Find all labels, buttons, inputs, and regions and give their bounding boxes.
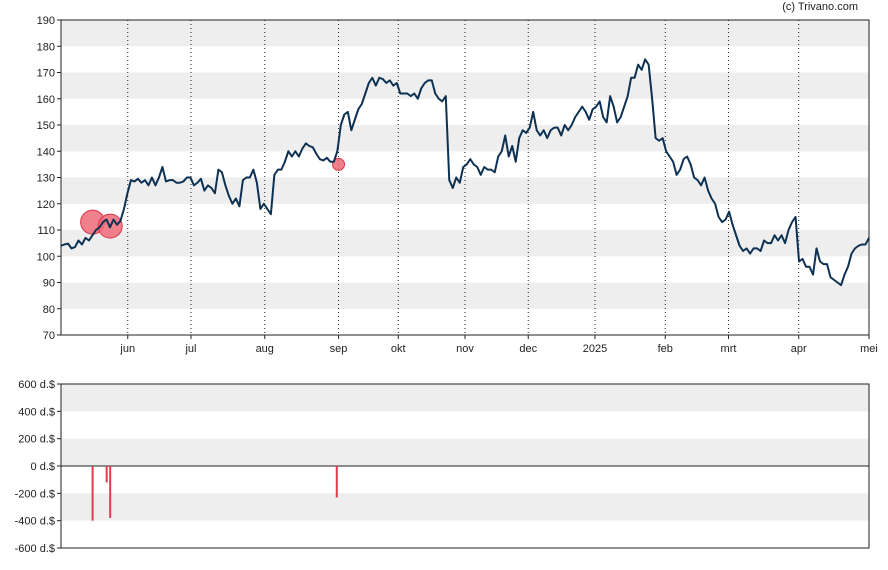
price-line xyxy=(60,58,870,287)
volume-chart-y-ticks: 600 d.$ 400 d.$ 200 d.$ 0 d.$ -200 d.$ -400 d… xyxy=(15,379,61,555)
main-chart-x-ticks: jun jul aug sep okt nov dec 2025 feb mrt apr mei xyxy=(119,335,878,355)
x-tick-label: mrt xyxy=(721,343,737,355)
volume-chart-bands xyxy=(61,384,869,521)
x-tick-label: dec xyxy=(519,343,537,355)
y-tick-label: 190 xyxy=(37,15,55,27)
main-chart-price-line xyxy=(60,58,870,287)
x-tick-label: jul xyxy=(184,343,196,355)
x-tick-label: mei xyxy=(860,343,878,355)
volume-y-tick-label: 0 d.$ xyxy=(31,461,55,473)
volume-y-tick-label: 400 d.$ xyxy=(18,406,55,418)
y-tick-label: 140 xyxy=(37,146,55,158)
y-tick-label: 160 xyxy=(37,94,55,106)
x-tick-label: apr xyxy=(791,343,807,355)
main-chart-y-ticks: 70 80 90 100 110 120 130 140 150 160 170 180 190 xyxy=(37,15,61,342)
volume-band xyxy=(61,438,869,466)
y-tick-label: 70 xyxy=(43,330,55,342)
y-tick-label: 90 xyxy=(43,278,55,290)
x-tick-label: aug xyxy=(256,343,274,355)
volume-y-tick-label: 600 d.$ xyxy=(18,379,55,391)
x-tick-label: 2025 xyxy=(583,343,607,355)
volume-chart-bars xyxy=(91,466,338,521)
y-tick-label: 80 xyxy=(43,304,55,316)
y-tick-label: 120 xyxy=(37,199,55,211)
x-tick-label: jun xyxy=(119,343,135,355)
volume-y-tick-label: -600 d.$ xyxy=(15,543,55,555)
y-tick-label: 100 xyxy=(37,251,55,263)
credit-text: (c) Trivano.com xyxy=(782,1,858,13)
x-tick-label: feb xyxy=(658,343,673,355)
y-tick-label: 150 xyxy=(37,120,55,132)
x-tick-label: nov xyxy=(456,343,474,355)
x-tick-label: sep xyxy=(330,343,348,355)
y-tick-label: 170 xyxy=(37,68,55,80)
main-band xyxy=(61,177,869,204)
y-tick-label: 110 xyxy=(37,225,55,237)
y-tick-label: 130 xyxy=(37,173,55,185)
volume-band xyxy=(61,493,869,521)
main-chart-month-gridlines xyxy=(127,20,800,335)
main-band xyxy=(61,20,869,47)
main-band xyxy=(61,125,869,152)
main-band xyxy=(61,230,869,257)
x-tick-label: okt xyxy=(391,343,406,355)
volume-y-tick-label: -200 d.$ xyxy=(15,488,55,500)
trade-marker xyxy=(332,157,346,171)
volume-y-tick-label: -400 d.$ xyxy=(15,516,55,528)
volume-band xyxy=(61,384,869,412)
y-tick-label: 180 xyxy=(37,41,55,53)
main-chart-bands xyxy=(61,20,869,309)
volume-y-tick-label: 200 d.$ xyxy=(18,434,55,446)
